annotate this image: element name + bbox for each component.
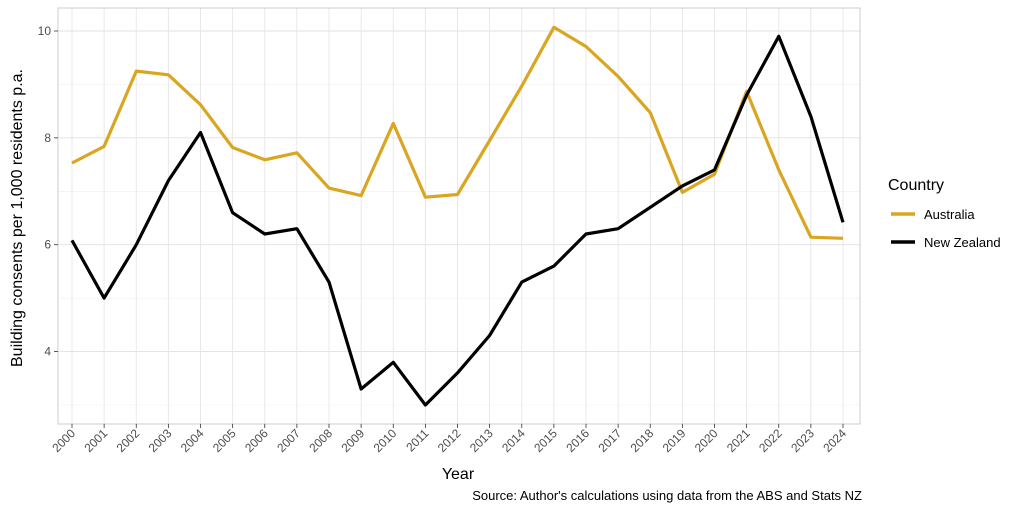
legend-title: Country xyxy=(888,177,944,194)
x-tick-label: 2019 xyxy=(660,426,689,455)
x-tick-label: 2024 xyxy=(820,426,849,455)
y-tick-label: 4 xyxy=(44,345,51,359)
x-tick-label: 2014 xyxy=(499,426,528,455)
x-tick-label: 2018 xyxy=(628,426,657,455)
y-tick-label: 10 xyxy=(38,24,52,38)
x-tick-label: 2005 xyxy=(210,426,239,455)
series-lines xyxy=(70,25,845,407)
legend-label-new-zealand: New Zealand xyxy=(924,235,1001,250)
x-tick-label: 2003 xyxy=(146,426,175,455)
x-axis-ticks: 2000 2001 2002 2003 2004 2005 2006 2007 2008 2009… xyxy=(49,424,849,455)
y-axis-ticks: 4 6 8 10 xyxy=(38,24,58,359)
series-line-australia xyxy=(71,25,844,240)
y-axis-title: Building consents per 1,000 residents p.… xyxy=(9,69,26,367)
x-tick-label: 2012 xyxy=(435,426,464,455)
x-tick-label: 2020 xyxy=(692,426,721,455)
x-tick-label: 2008 xyxy=(306,426,335,455)
x-tick-label: 2022 xyxy=(756,426,785,455)
legend-label-australia: Australia xyxy=(924,207,975,222)
x-tick-label: 2021 xyxy=(724,426,753,455)
x-tick-label: 2023 xyxy=(788,426,817,455)
x-axis-title: Year xyxy=(442,466,475,483)
x-tick-label: 2011 xyxy=(403,426,431,454)
x-tick-label: 2010 xyxy=(371,426,400,455)
series-line-new-zealand xyxy=(70,34,845,407)
x-tick-label: 2000 xyxy=(49,426,78,455)
y-tick-label: 8 xyxy=(44,131,51,145)
x-tick-label: 2004 xyxy=(178,426,207,455)
x-tick-label: 2013 xyxy=(467,426,496,455)
major-gridlines xyxy=(58,8,860,424)
plot-panel-border xyxy=(57,7,861,425)
x-tick-label: 2016 xyxy=(563,426,592,455)
y-tick-label: 6 xyxy=(44,238,51,252)
legend: Country Australia New Zealand xyxy=(888,177,1001,250)
x-tick-label: 2015 xyxy=(531,426,560,455)
source-caption: Source: Author's calculations using data… xyxy=(472,488,862,503)
x-tick-label: 2006 xyxy=(242,426,271,455)
x-tick-label: 2009 xyxy=(338,426,367,455)
x-tick-label: 2002 xyxy=(114,426,143,455)
x-tick-label: 2001 xyxy=(81,426,110,455)
x-tick-label: 2007 xyxy=(274,426,303,455)
x-tick-label: 2017 xyxy=(595,426,624,455)
